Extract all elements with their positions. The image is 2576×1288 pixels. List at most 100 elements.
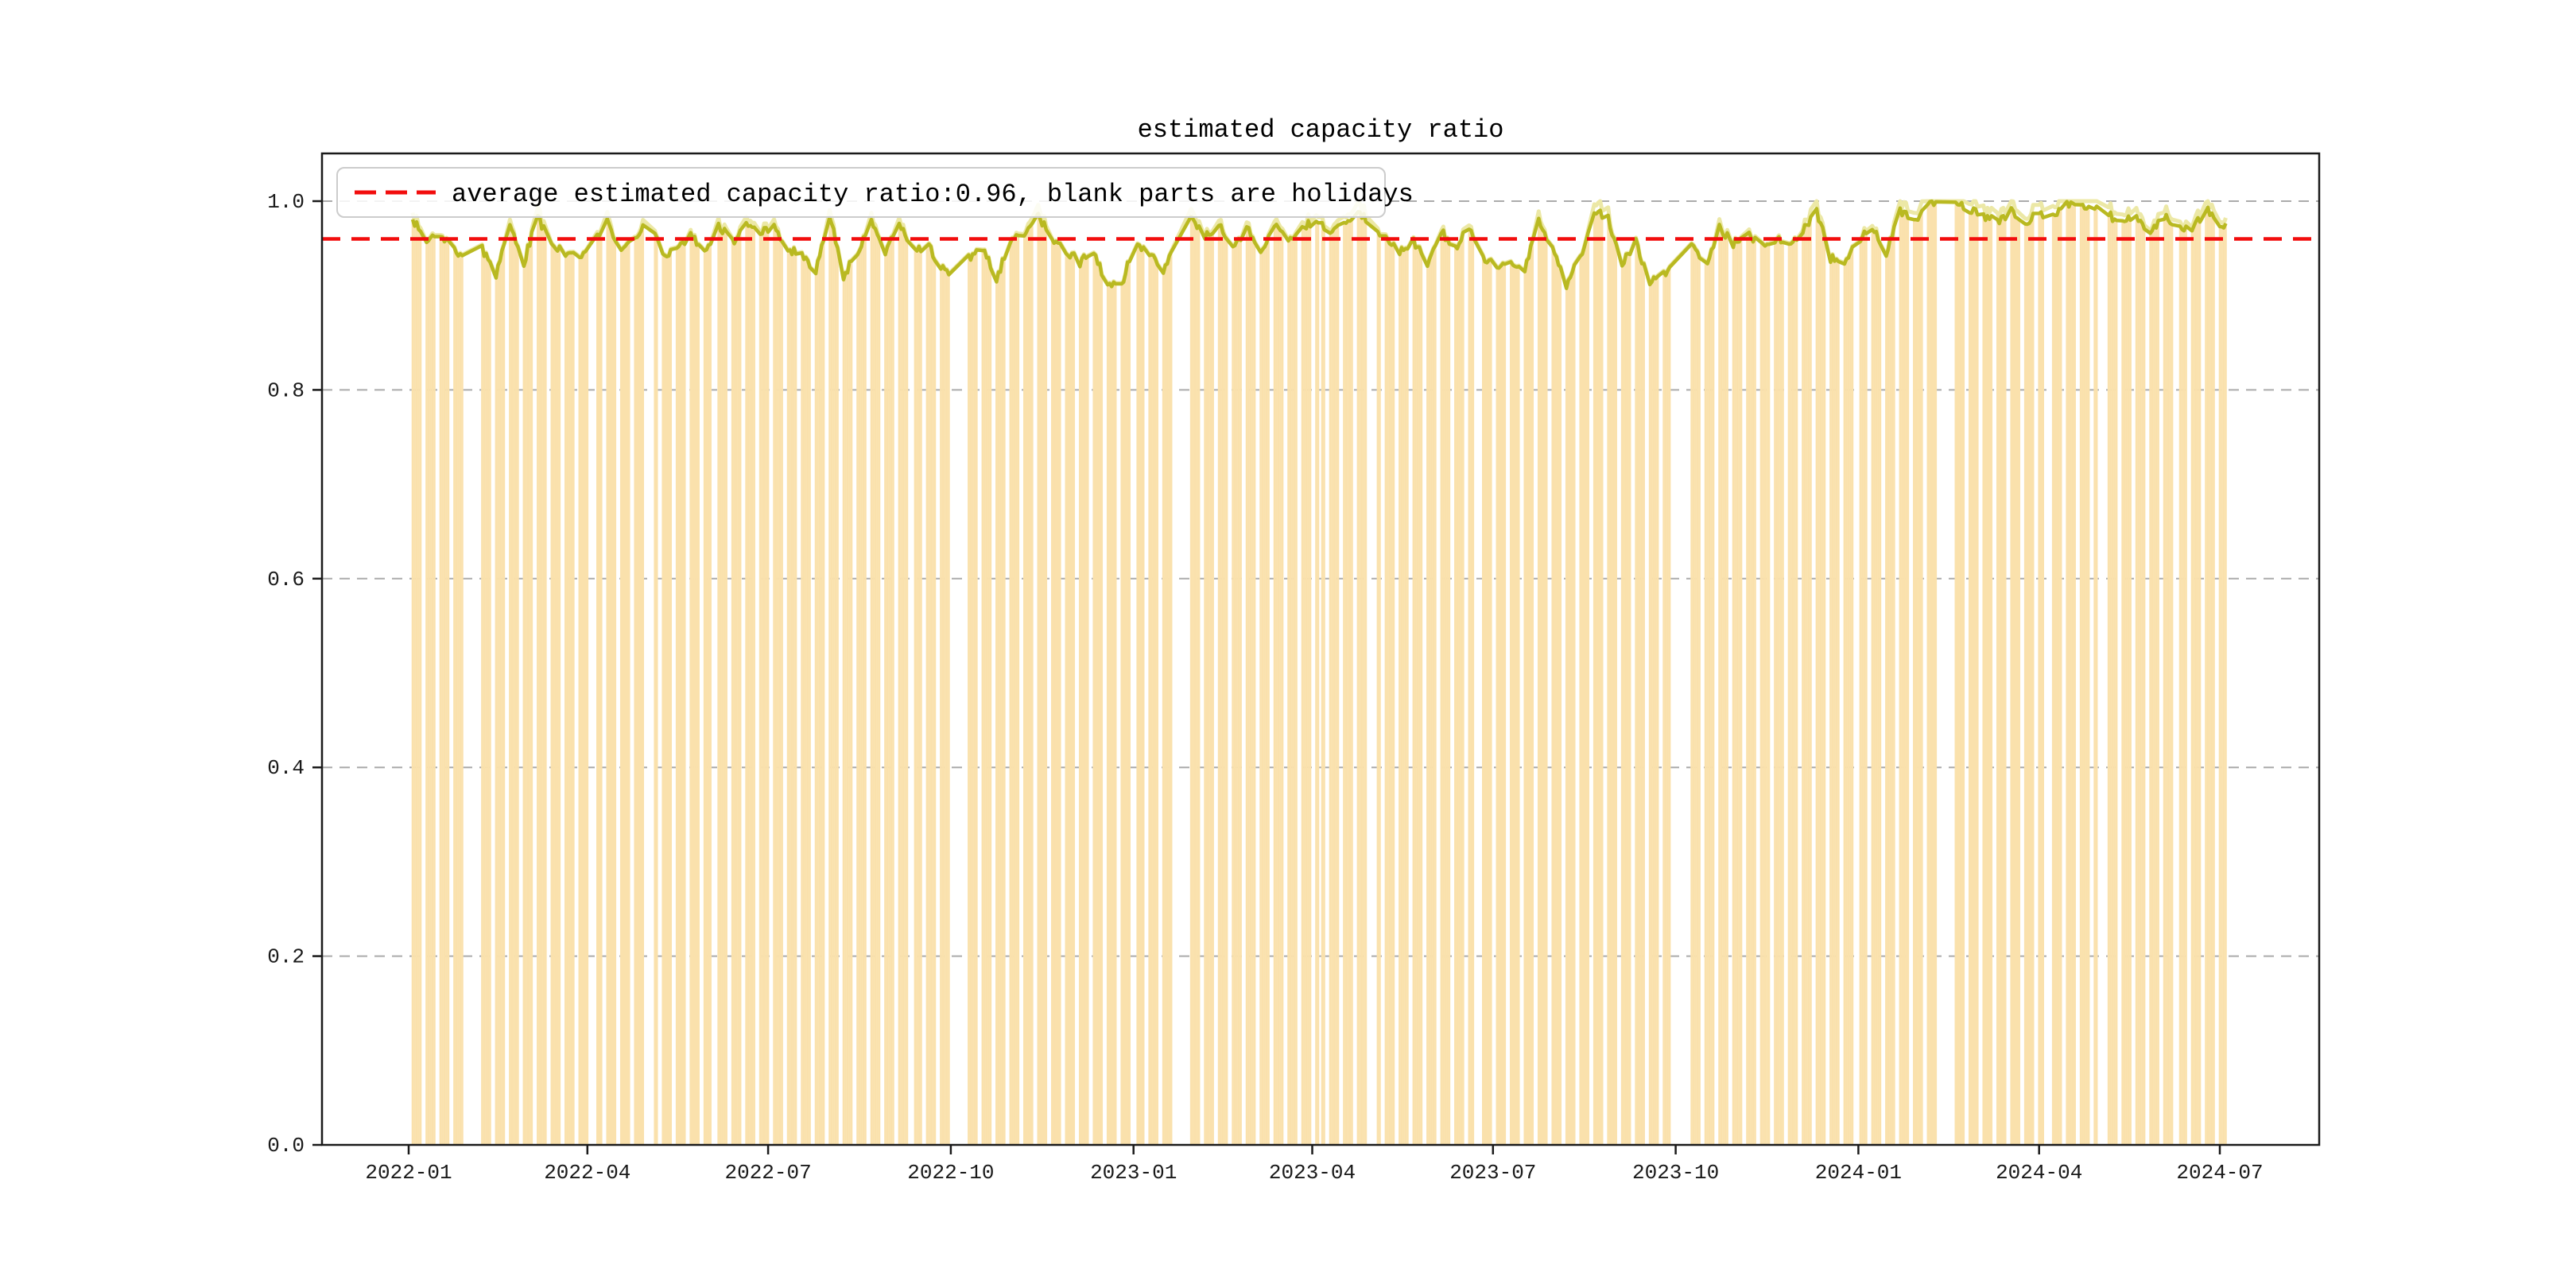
capacity-bar bbox=[1565, 288, 1568, 1146]
capacity-bar bbox=[892, 235, 894, 1146]
y-tick-label: 0.6 bbox=[267, 568, 305, 592]
capacity-bar bbox=[1525, 260, 1528, 1146]
capacity-bar bbox=[997, 272, 1000, 1145]
capacity-bar bbox=[1643, 263, 1645, 1146]
capacity-bar bbox=[1336, 225, 1340, 1146]
capacity-bar bbox=[1692, 246, 1695, 1145]
capacity-bar bbox=[1596, 211, 1600, 1146]
capacity-bar bbox=[1899, 208, 1902, 1145]
capacity-bar bbox=[1726, 232, 1728, 1145]
capacity-bar bbox=[1460, 240, 1463, 1145]
x-tick-label: 2023-04 bbox=[1269, 1161, 1356, 1185]
capacity-bar bbox=[747, 226, 750, 1145]
capacity-bar bbox=[2018, 219, 2021, 1145]
capacity-bar bbox=[864, 235, 867, 1145]
x-tick-label: 2022-04 bbox=[544, 1161, 630, 1185]
capacity-bar bbox=[758, 234, 762, 1146]
capacity-bar bbox=[1287, 241, 1290, 1145]
capacity-bar bbox=[842, 279, 845, 1146]
capacity-bar bbox=[1192, 219, 1194, 1145]
capacity-bar bbox=[1114, 284, 1117, 1145]
capacity-bar bbox=[1232, 246, 1234, 1145]
capacity-bar bbox=[1416, 246, 1419, 1145]
capacity-bar bbox=[703, 250, 706, 1145]
x-tick-label: 2024-01 bbox=[1815, 1161, 1902, 1185]
capacity-bar bbox=[1251, 237, 1254, 1145]
capacity-bar bbox=[1359, 211, 1361, 1145]
capacity-bar bbox=[1420, 253, 1423, 1145]
capacity-bar bbox=[1430, 254, 1433, 1146]
capacity-bar bbox=[2058, 208, 2060, 1145]
capacity-bar bbox=[1640, 263, 1643, 1145]
capacity-bar bbox=[1759, 242, 1763, 1145]
capacity-bar bbox=[610, 230, 613, 1145]
capacity-bar bbox=[777, 231, 779, 1145]
capacity-bar bbox=[1960, 202, 1963, 1146]
capacity-bar bbox=[1331, 231, 1333, 1145]
capacity-bar bbox=[1240, 240, 1242, 1145]
capacity-bar bbox=[413, 226, 416, 1146]
capacity-bar bbox=[1442, 230, 1445, 1145]
capacity-bar bbox=[675, 248, 678, 1145]
capacity-bar bbox=[790, 254, 793, 1145]
capacity-bar bbox=[1428, 258, 1431, 1145]
capacity-bar bbox=[2135, 215, 2138, 1145]
capacity-bar bbox=[2169, 223, 2171, 1145]
capacity-bar bbox=[862, 237, 865, 1145]
capacity-bar bbox=[1635, 239, 1637, 1145]
capacity-bar bbox=[537, 215, 539, 1145]
capacity-bar bbox=[415, 222, 418, 1145]
capacity-bar bbox=[1543, 232, 1546, 1146]
capacity-bar bbox=[2157, 220, 2159, 1146]
capacity-bar bbox=[530, 231, 533, 1145]
capacity-bar bbox=[2121, 220, 2124, 1146]
capacity-bar bbox=[2000, 216, 2003, 1145]
capacity-bar bbox=[1444, 240, 1447, 1146]
capacity-bar bbox=[1289, 237, 1292, 1146]
axis-tick-labels: 0.0 0.2 0.4 0.6 0.8 1.0 2022-01 2022-04 2022-07 2… bbox=[267, 190, 2263, 1185]
capacity-bar bbox=[623, 246, 627, 1146]
capacity-bar bbox=[1929, 201, 1931, 1145]
capacity-bar bbox=[1317, 223, 1320, 1145]
capacity-bar bbox=[940, 269, 942, 1146]
capacity-bar bbox=[487, 259, 490, 1145]
x-tick-label: 2022-10 bbox=[907, 1161, 994, 1185]
capacity-bar bbox=[607, 224, 611, 1145]
capacity-bar bbox=[580, 257, 583, 1145]
capacity-bar bbox=[1029, 226, 1032, 1146]
capacity-bar bbox=[1810, 216, 1812, 1145]
y-tick-label: 0.0 bbox=[267, 1134, 305, 1158]
capacity-bar bbox=[933, 260, 937, 1145]
capacity-bar bbox=[2218, 227, 2221, 1145]
capacity-bar bbox=[717, 223, 720, 1146]
capacity-bar bbox=[1402, 250, 1405, 1145]
capacity-bar bbox=[1084, 258, 1088, 1145]
capacity-bar bbox=[1710, 249, 1713, 1145]
capacity-bar bbox=[611, 237, 615, 1146]
capacity-bar bbox=[1782, 242, 1784, 1145]
capacity-bar bbox=[1509, 262, 1512, 1145]
capacity-bar bbox=[972, 254, 974, 1145]
capacity-bar bbox=[898, 223, 901, 1145]
capacity-bar bbox=[683, 244, 686, 1146]
capacity-bar bbox=[1204, 239, 1206, 1146]
capacity-bar bbox=[1708, 258, 1711, 1145]
capacity-bar bbox=[2066, 201, 2068, 1146]
capacity-bar bbox=[1984, 220, 1987, 1145]
capacity-bar bbox=[584, 251, 587, 1145]
capacity-bar bbox=[1329, 233, 1332, 1146]
capacity-bar bbox=[968, 254, 970, 1145]
capacity-bar bbox=[1845, 258, 1848, 1146]
capacity-bar bbox=[525, 260, 527, 1145]
capacity-bar bbox=[557, 250, 559, 1145]
capacity-bar bbox=[1553, 253, 1556, 1146]
capacity-bar bbox=[2055, 215, 2058, 1146]
y-tick-label: 0.8 bbox=[267, 378, 305, 402]
capacity-bar bbox=[1011, 239, 1014, 1145]
capacity-bar bbox=[1612, 238, 1616, 1145]
capacity-bar bbox=[1623, 263, 1625, 1145]
capacity-bar bbox=[461, 255, 464, 1146]
capacity-bar bbox=[1865, 233, 1868, 1145]
capacity-bar bbox=[920, 251, 922, 1145]
capacity-bar bbox=[1291, 239, 1294, 1146]
